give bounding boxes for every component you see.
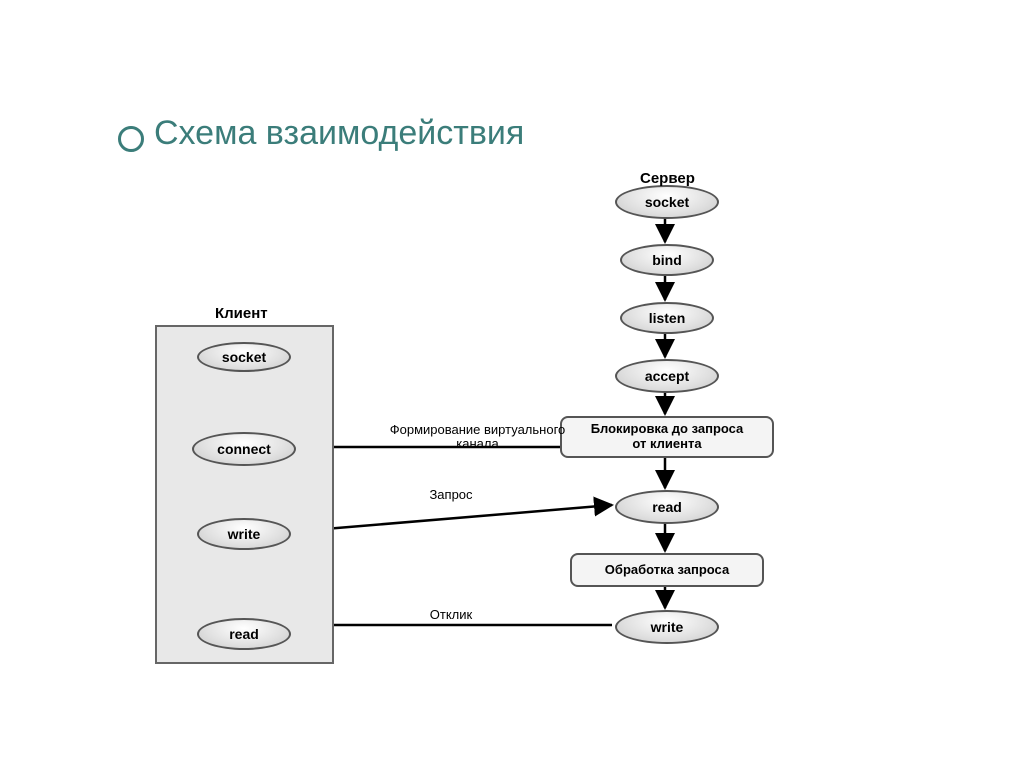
slide-title: Схема взаимодействия: [154, 114, 524, 153]
node-s_listen: listen: [620, 302, 714, 334]
node-s_read: read: [615, 490, 719, 524]
node-c_read: read: [197, 618, 291, 650]
interaction-diagram: socket connect write read socket bind listen ac…: [150, 170, 900, 700]
node-s_bind: bind: [620, 244, 714, 276]
edge-label: Запрос: [341, 488, 561, 502]
node-s_proc: Обработка запроса: [570, 553, 764, 587]
node-s_socket: socket: [615, 185, 719, 219]
node-c_connect: connect: [192, 432, 296, 466]
client-column-label: Клиент: [215, 305, 268, 322]
node-s_write: write: [615, 610, 719, 644]
client-container-box: [155, 325, 334, 664]
node-c_write: write: [197, 518, 291, 550]
edge-label: Отклик: [341, 608, 561, 622]
edge-label: Формирование виртуальногоканала: [368, 423, 588, 452]
server-column-label: Сервер: [640, 170, 695, 187]
node-c_socket: socket: [197, 342, 291, 372]
node-s_accept: accept: [615, 359, 719, 393]
title-bullet-icon: [118, 126, 144, 152]
node-s_block: Блокировка до запросаот клиента: [560, 416, 774, 458]
